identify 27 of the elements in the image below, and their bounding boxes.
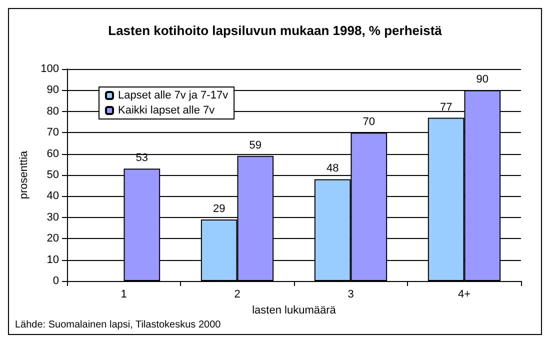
y-tick-label: 30 xyxy=(46,211,59,224)
x-tick-label: 2 xyxy=(234,288,240,300)
y-tick-label: 0 xyxy=(52,275,59,287)
text: Lähde: Suomalainen lapsi, Tilastokeskus 2000 xyxy=(15,320,222,330)
x-tick-label: 3 xyxy=(348,288,354,300)
y-tick-label: 10 xyxy=(46,254,59,266)
chart-title: Lasten kotihoito lapsiluvun mukaan 1998, % perheistä xyxy=(108,23,443,38)
data-label: 48 xyxy=(326,162,339,175)
y-tick-label: 80 xyxy=(46,105,59,118)
y-tick-label: 100 xyxy=(40,63,59,75)
y-tick-label: 50 xyxy=(46,169,59,181)
x-axis-title: lasten lukumäärä xyxy=(252,304,337,316)
y-tick-label: 60 xyxy=(46,148,59,160)
data-label: 90 xyxy=(476,74,489,86)
y-tick-label: 90 xyxy=(46,84,59,96)
y-tick-label: 70 xyxy=(46,126,59,139)
data-label: 29 xyxy=(212,203,226,216)
x-tick-label: 1 xyxy=(120,288,127,300)
data-label: 70 xyxy=(362,116,376,128)
x-tick-label: 4+ xyxy=(458,288,471,300)
y-axis-title: prosenttia xyxy=(18,150,30,200)
data-label: 59 xyxy=(249,139,262,152)
legend-label: Kaikki lapset alle 7v xyxy=(118,104,216,116)
y-tick-label: 40 xyxy=(46,190,59,202)
legend-label: Lapset alle 7v ja 7-17v xyxy=(118,90,229,102)
data-label: 77 xyxy=(440,101,452,114)
y-tick-label: 20 xyxy=(46,232,59,245)
